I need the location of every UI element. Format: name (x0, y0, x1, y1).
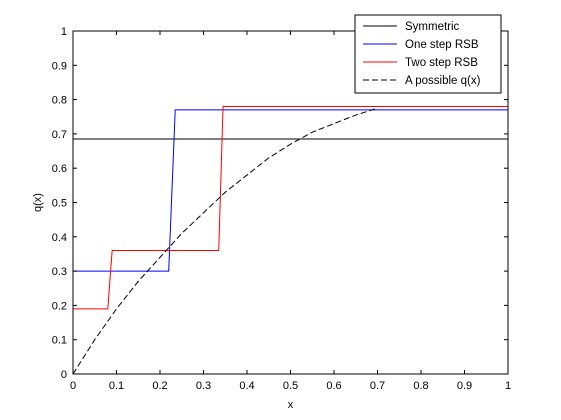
y-tick-label: 0.1 (52, 335, 67, 347)
x-tick-label: 1 (505, 380, 511, 392)
x-tick-label: 0.3 (196, 380, 211, 392)
x-axis-label: x (288, 399, 294, 411)
plot-area (72, 105, 508, 375)
axis-ticks: 0 0.1 0.2 0.3 0.4 0.5 0.6 0.7 0.8 0.9 1 0 0.1 0.2 0.3 0… (52, 26, 511, 392)
x-tick-label: 0.9 (457, 380, 472, 392)
legend: Symmetric One step RSB Two step RSB A possi… (354, 14, 502, 94)
y-tick-label: 0.5 (52, 198, 67, 210)
legend-box (354, 14, 502, 94)
x-tick-label: 0.6 (326, 380, 341, 392)
series-line-2 (73, 105, 508, 310)
x-tick-label: 0.8 (413, 380, 428, 392)
y-tick-label: 0.8 (52, 95, 67, 107)
y-axis-label: q(x) (32, 193, 44, 212)
x-tick-label: 0.2 (152, 380, 167, 392)
y-tick-label: 0.9 (52, 60, 67, 72)
series-line-1 (73, 109, 508, 272)
x-tick-label: 0.5 (283, 380, 298, 392)
y-tick-label: 0.7 (52, 129, 67, 141)
y-tick-label: 0.2 (52, 300, 67, 312)
x-tick-label: 0.4 (239, 380, 254, 392)
legend-label: One step RSB (405, 39, 479, 51)
x-tick-label: 0.1 (109, 380, 124, 392)
y-tick-label: 0.4 (52, 232, 67, 244)
axes-frame (72, 30, 509, 375)
y-tick-label: 0.6 (52, 163, 67, 175)
legend-label: A possible q(x) (405, 75, 481, 87)
x-tick-label: 0.7 (370, 380, 385, 392)
legend-label: Two step RSB (405, 57, 478, 69)
series-line-3 (72, 107, 378, 375)
legend-label: Symmetric (405, 21, 460, 33)
y-tick-label: 0.3 (52, 266, 67, 278)
y-tick-label: 1 (61, 26, 67, 38)
y-tick-label: 0 (61, 369, 67, 381)
x-tick-label: 0 (70, 380, 76, 392)
